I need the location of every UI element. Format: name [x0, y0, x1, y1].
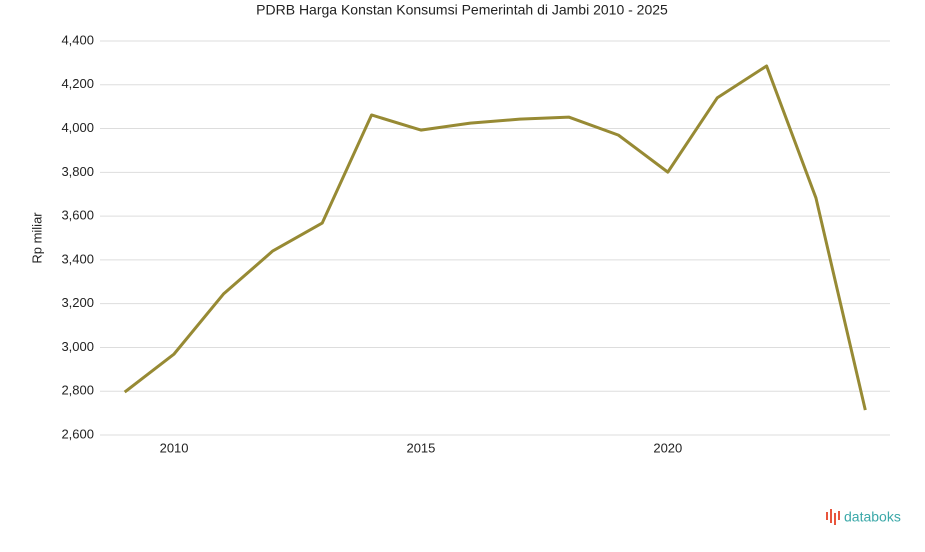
- x-tick-label: 2010: [160, 440, 189, 455]
- y-tick-label: 3,800: [61, 164, 94, 179]
- y-tick-label: 2,600: [61, 426, 94, 441]
- logo: databoks: [826, 509, 901, 525]
- watermark: databoks: [844, 509, 901, 525]
- x-tick-label: 2015: [406, 440, 435, 455]
- y-tick-label: 2,800: [61, 383, 94, 398]
- y-tick-label: 4,400: [61, 32, 94, 47]
- chart-title: PDRB Harga Konstan Konsumsi Pemerintah d…: [256, 2, 668, 18]
- y-tick-label: 4,000: [61, 120, 94, 135]
- x-tick-label: 2020: [653, 440, 682, 455]
- y-tick-label: 3,400: [61, 251, 94, 266]
- y-axis-label: Rp miliar: [29, 212, 44, 264]
- logo-icon: [834, 513, 836, 525]
- logo-icon: [838, 511, 840, 520]
- logo-icon: [826, 512, 828, 520]
- y-tick-label: 4,200: [61, 76, 94, 91]
- line: [123, 64, 867, 411]
- y-tick-label: 3,000: [61, 339, 94, 354]
- y-tick-label: 3,600: [61, 208, 94, 223]
- y-tick-label: 3,200: [61, 295, 94, 310]
- logo-icon: [830, 509, 832, 523]
